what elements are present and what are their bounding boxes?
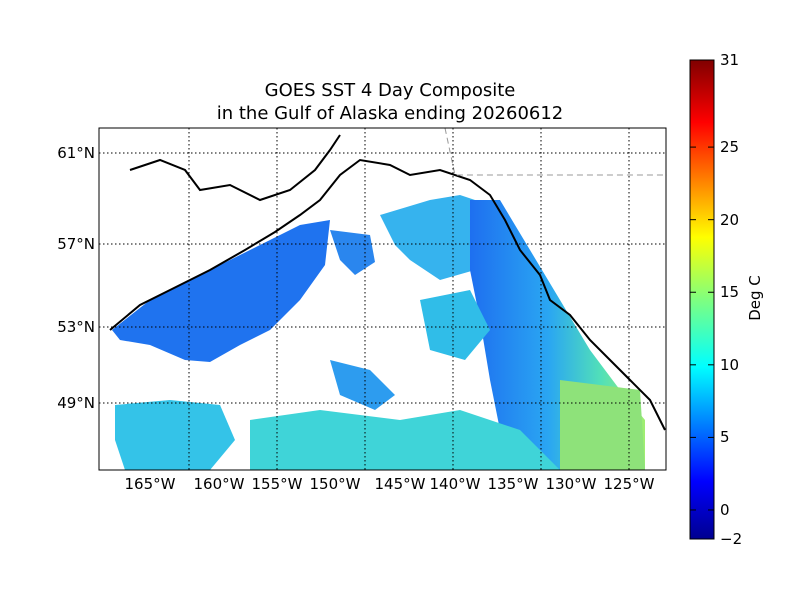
map-title-line1: GOES SST 4 Day Composite	[264, 80, 516, 101]
canada-border	[444, 127, 667, 176]
lon-label: 165°W	[124, 475, 176, 493]
lon-label: 135°W	[487, 475, 539, 493]
sst-data-layer	[112, 195, 645, 470]
alaska-coastline	[109, 158, 666, 431]
lat-label: 61°N	[57, 144, 95, 162]
lon-label: 155°W	[251, 475, 303, 493]
sst-patch-south-east	[560, 380, 645, 470]
colorbar-tick-label: 25	[720, 138, 740, 157]
colorbar-tick-label: 31	[720, 51, 740, 69]
lon-label: 125°W	[603, 475, 655, 493]
colorbar-tick-label: 0	[720, 500, 730, 519]
lat-label: 57°N	[57, 235, 95, 253]
map-frame	[98, 127, 667, 471]
alaska-inland-coast	[129, 134, 341, 202]
colorbar-tick-label: 20	[720, 210, 740, 229]
colorbar-label: Deg C	[746, 275, 764, 321]
map-title-line2: in the Gulf of Alaska ending 20260612	[216, 103, 564, 124]
lat-label: 53°N	[57, 318, 95, 336]
colorbar-tick-label: 5	[720, 428, 730, 447]
colorbar	[689, 59, 715, 540]
sst-patch-west	[112, 220, 330, 362]
sst-patch-south-central	[330, 360, 395, 410]
colorbar-ticks	[690, 59, 714, 540]
lon-label: 130°W	[545, 475, 597, 493]
lon-label: 145°W	[374, 475, 426, 493]
sst-patch-central-north	[330, 230, 375, 275]
coastline-layer	[109, 134, 666, 431]
lon-label: 160°W	[193, 475, 245, 493]
sst-patch-south-center	[250, 410, 560, 470]
graticule	[99, 128, 666, 470]
lon-label: 140°W	[429, 475, 481, 493]
colorbar-tick-label: 15	[720, 283, 740, 302]
colorbar-tick-label: −2	[720, 530, 743, 548]
sst-patch-mid	[420, 290, 490, 360]
colorbar-tick-label: 10	[720, 355, 740, 374]
lon-label: 150°W	[309, 475, 361, 493]
sst-patch-south-west	[115, 400, 235, 470]
lat-label: 49°N	[57, 394, 95, 412]
